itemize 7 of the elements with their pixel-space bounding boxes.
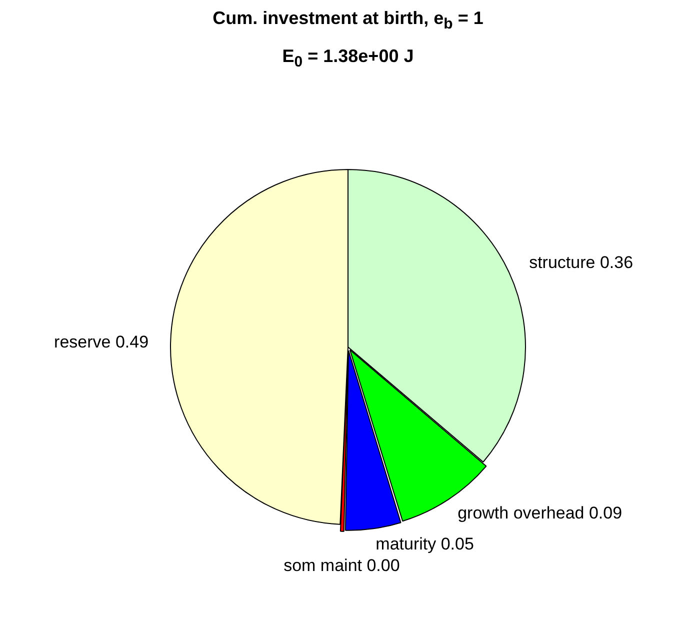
slice-label: growth overhead 0.09 <box>458 503 622 522</box>
slice-label: som maint 0.00 <box>284 556 400 576</box>
slice-label: maturity 0.05 <box>376 534 474 554</box>
chart-subtitle: E$_{0}$ = 1.38e+00 J <box>281 46 415 71</box>
chart-title: Cum. investment at birth, e$_{b}$ = 1 <box>212 8 484 33</box>
slice-label: reserve 0.49 <box>54 332 149 352</box>
slice-label: structure 0.36 <box>529 252 634 272</box>
